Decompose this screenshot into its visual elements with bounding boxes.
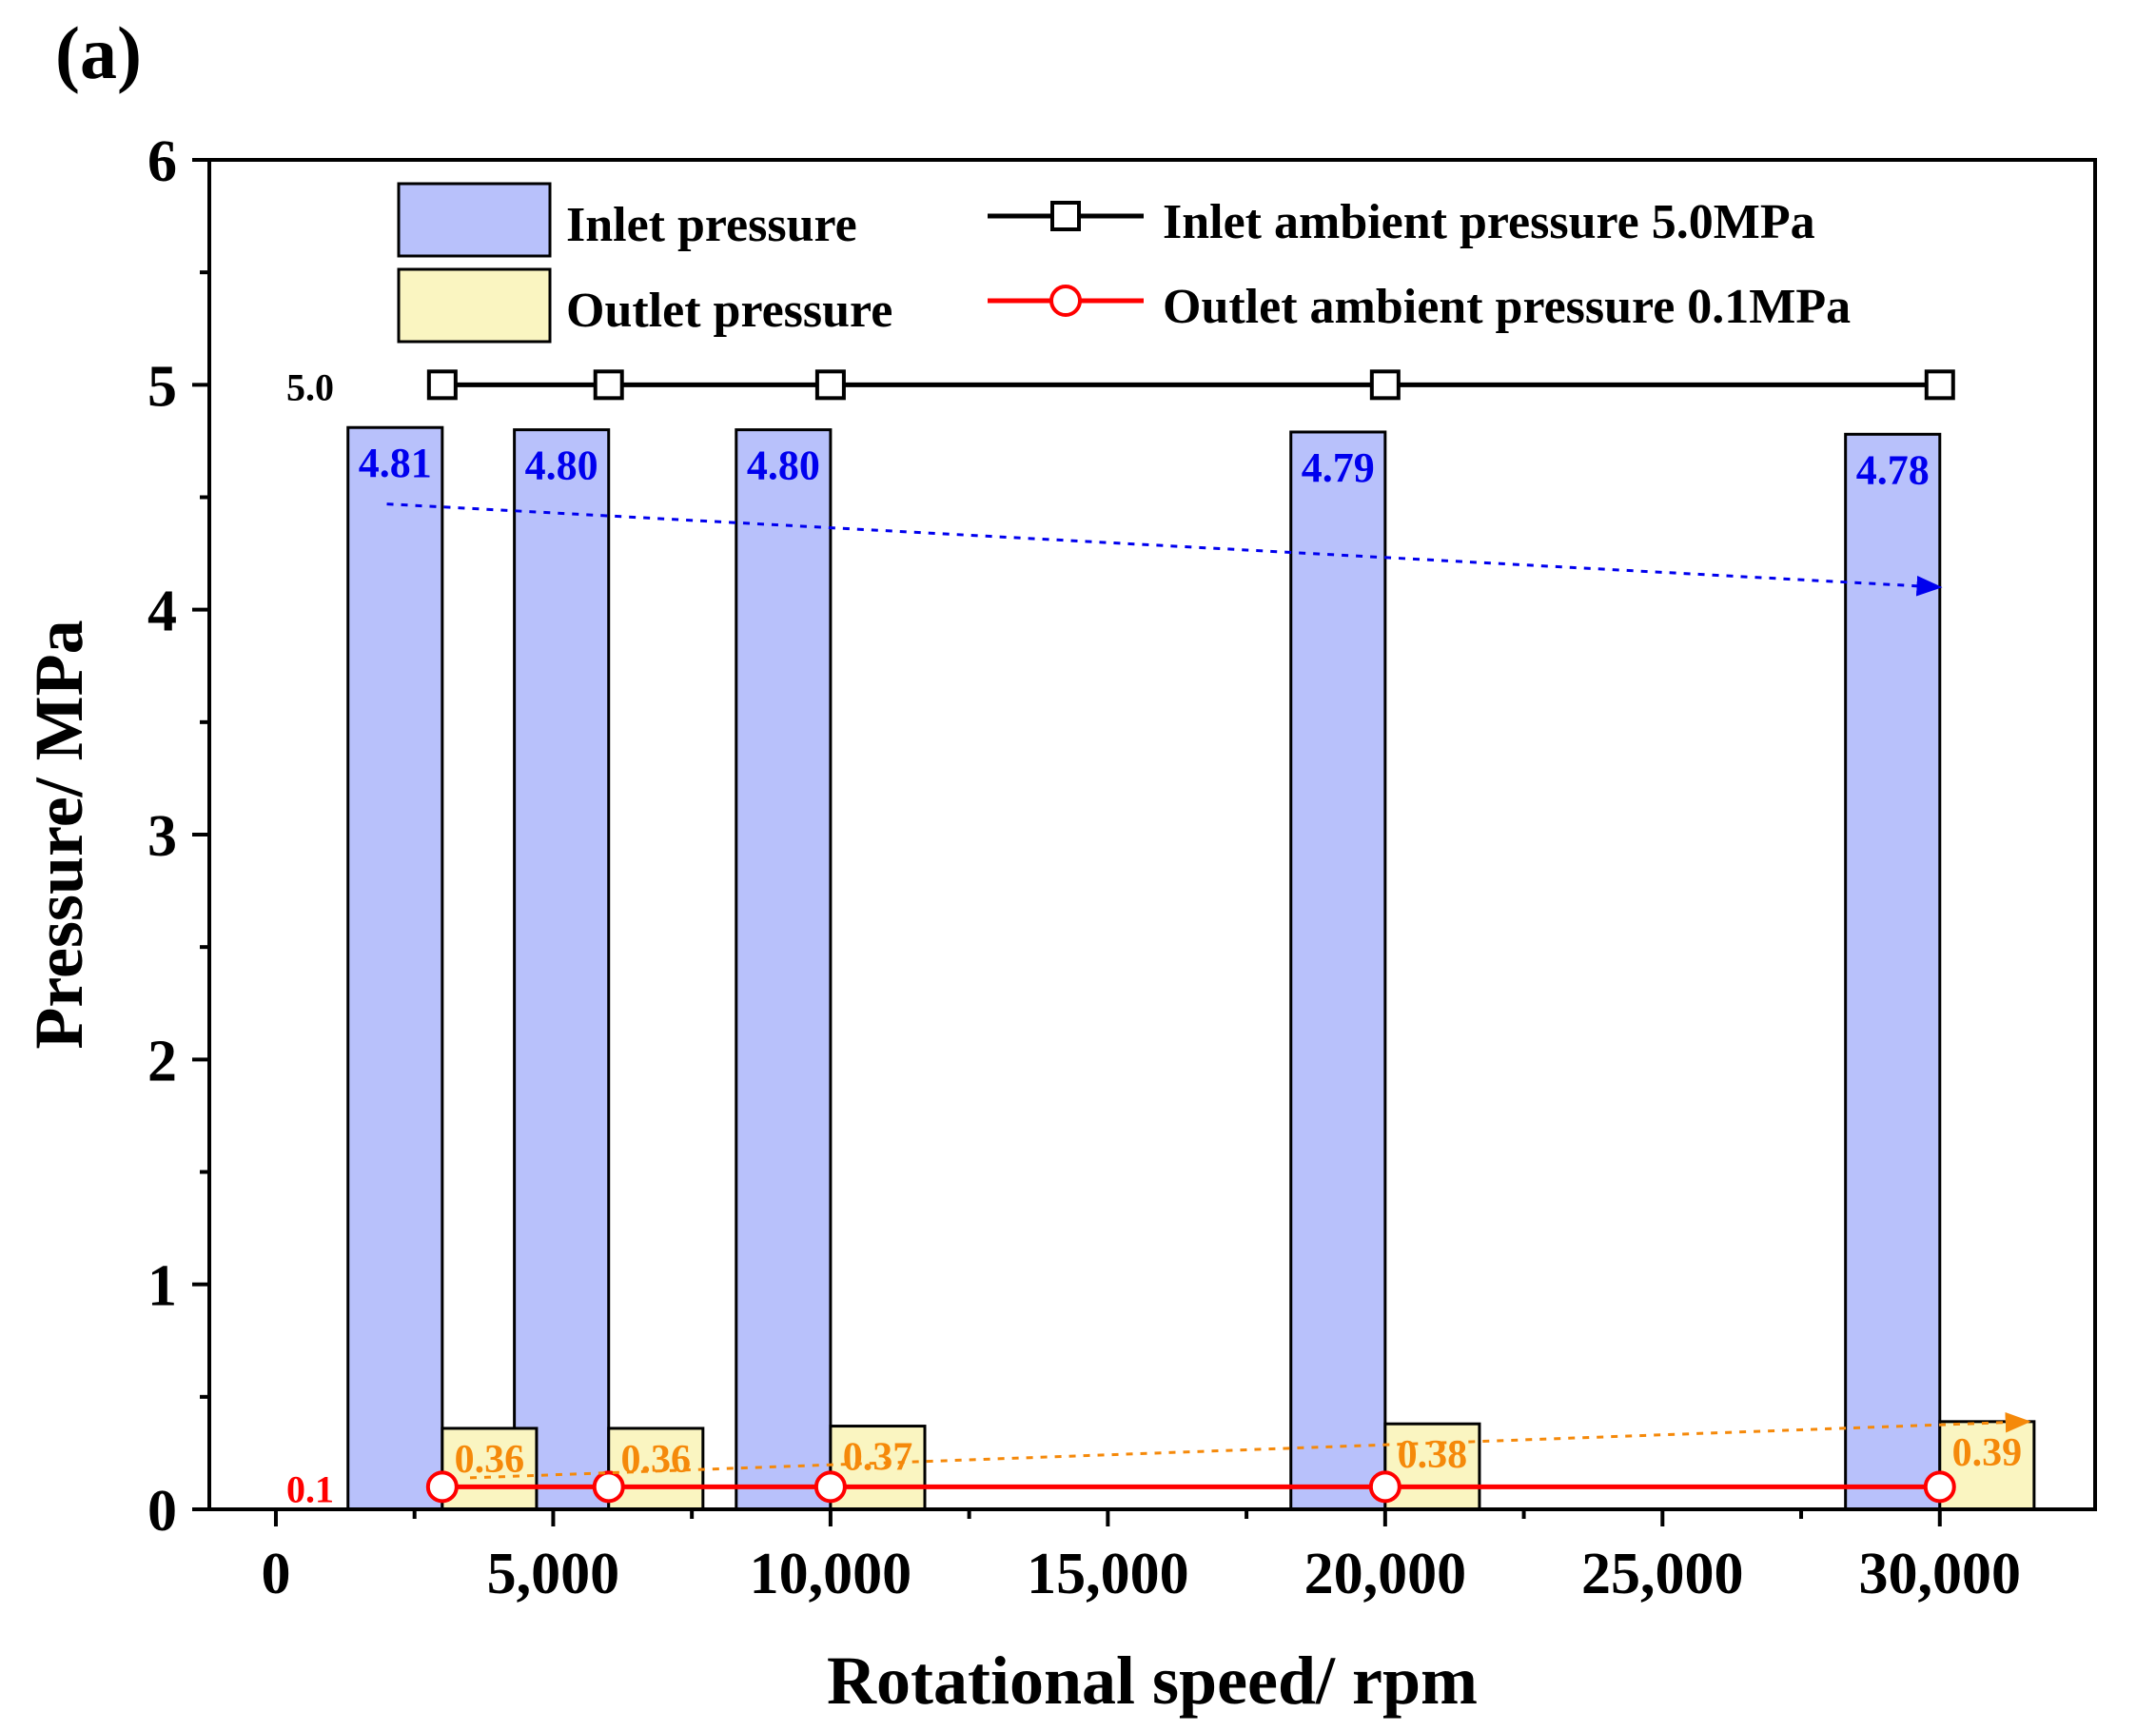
- x-tick-label: 20,000: [1304, 1542, 1467, 1606]
- data-label-inlet: 4.81: [359, 440, 432, 486]
- data-label-outlet: 0.36: [455, 1438, 525, 1482]
- plot-frame: [207, 158, 2097, 1511]
- x-tick-label: 0: [261, 1542, 290, 1606]
- marker-square: [1369, 369, 1401, 401]
- trend-arrow-inlet: [386, 502, 1943, 597]
- y-axis-label: Pressure/ MPa: [21, 620, 97, 1049]
- legend-marker-square: [1050, 201, 1081, 231]
- legend-swatch-outlet-pressure: [397, 267, 552, 344]
- bar-inlet: [1289, 430, 1387, 1511]
- legend-marker-circle: [1049, 285, 1082, 317]
- x-tick-label: 30,000: [1859, 1542, 2022, 1606]
- legend: Inlet pressure Outlet pressure Inlet amb…: [397, 182, 1851, 344]
- marker-square: [814, 369, 846, 401]
- data-label-outlet: 0.38: [1398, 1433, 1468, 1477]
- marker-square: [426, 369, 458, 401]
- legend-swatch-inlet-pressure: [397, 182, 552, 258]
- y-tick-label: 3: [147, 804, 177, 869]
- x-axis-label: Rotational speed/ rpm: [827, 1643, 1478, 1719]
- marker-square: [593, 369, 624, 401]
- x-tick-label: 15,000: [1027, 1542, 1189, 1606]
- axes: 0 5,000 10,000 15,000 20,000 25,000 30,000 0 1 2 3…: [21, 129, 2097, 1719]
- panel-label: (a): [55, 11, 142, 94]
- marker-circle: [1923, 1470, 1956, 1504]
- bar-outlet: [441, 1427, 539, 1511]
- data-label-outlet: 0.39: [1952, 1431, 2023, 1475]
- bar-inlet: [1844, 432, 1942, 1511]
- x-tick-label: 5,000: [487, 1542, 620, 1606]
- y-tick-label: 5: [147, 354, 177, 419]
- x-tick-label: 25,000: [1581, 1542, 1744, 1606]
- x-tick-label: 10,000: [750, 1542, 912, 1606]
- marker-square: [1924, 369, 1955, 401]
- y-tick-label: 6: [147, 129, 177, 194]
- marker-circle: [592, 1470, 625, 1504]
- legend-label-outlet-ambient: Outlet ambient pressure 0.1MPa: [1163, 280, 1851, 334]
- legend-label-outlet-pressure: Outlet pressure: [566, 284, 892, 338]
- trend-arrow-outlet: [469, 1411, 2031, 1480]
- y-tick-label: 4: [147, 580, 177, 644]
- bar-outlet: [829, 1425, 927, 1511]
- data-label-inlet: 4.80: [747, 443, 820, 489]
- data-label-outlet: 0.36: [621, 1438, 692, 1482]
- line-end-label-outlet: 0.1: [286, 1467, 334, 1510]
- bar-inlet: [735, 428, 833, 1511]
- line-end-label-inlet: 5.0: [286, 365, 334, 408]
- legend-label-inlet-ambient: Inlet ambient pressure 5.0MPa: [1163, 195, 1815, 249]
- bar-inlet: [346, 425, 444, 1511]
- data-label-inlet: 4.78: [1856, 446, 1930, 493]
- plot-area: 4.81 4.80 4.80 4.79 4.78 0.36 0.36 0.37 0.38 0.39…: [286, 365, 2036, 1511]
- legend-label-inlet-pressure: Inlet pressure: [566, 198, 857, 252]
- y-tick-label: 1: [147, 1254, 177, 1319]
- marker-circle: [813, 1470, 847, 1504]
- y-tick-label: 2: [147, 1029, 177, 1093]
- y-tick-label: 0: [147, 1479, 177, 1544]
- marker-circle: [425, 1470, 459, 1504]
- data-label-outlet: 0.37: [843, 1436, 913, 1480]
- bar-inlet: [513, 428, 611, 1511]
- data-label-inlet: 4.79: [1302, 444, 1375, 491]
- marker-circle: [1368, 1470, 1401, 1504]
- data-label-inlet: 4.80: [525, 443, 598, 489]
